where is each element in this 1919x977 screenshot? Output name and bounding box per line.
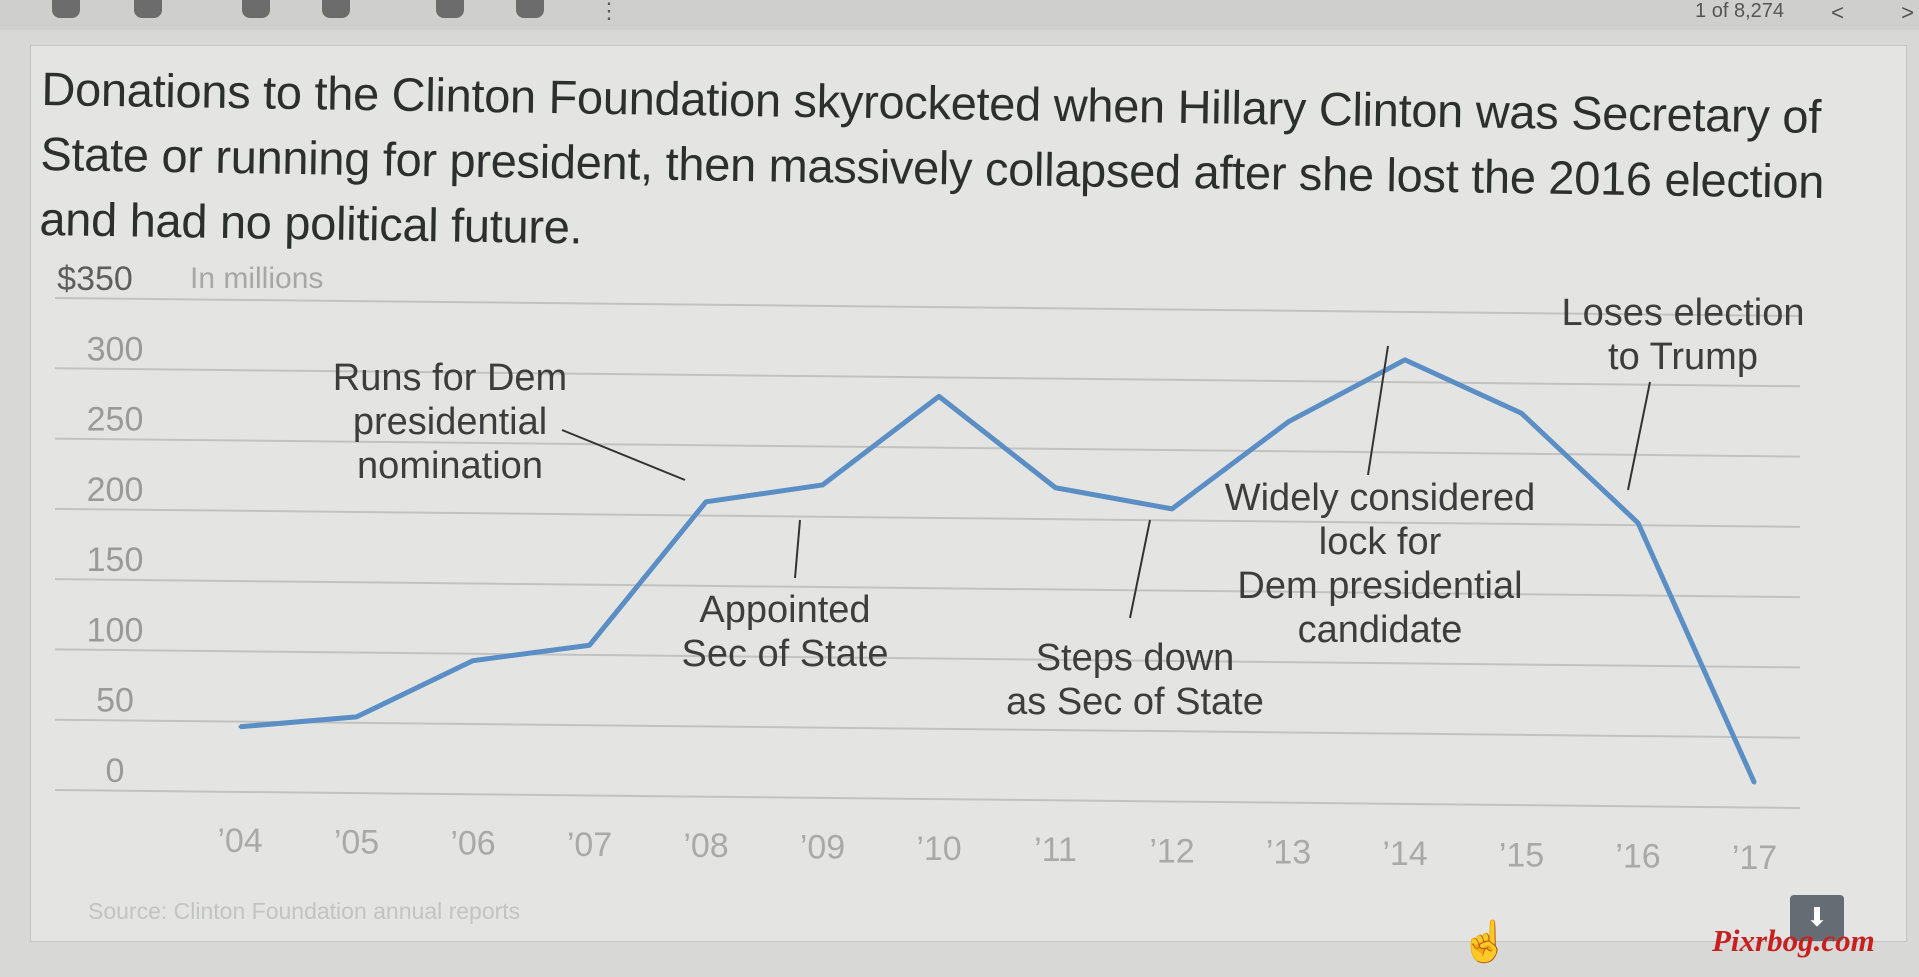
data-point [821, 483, 824, 487]
data-point [588, 643, 591, 647]
data-point [704, 500, 708, 504]
gridline [54, 367, 1801, 388]
gridline [54, 297, 1801, 317]
y-tick-label: 300 [87, 330, 144, 368]
annotation-text: Loses election [1562, 292, 1805, 334]
x-tick-label: ’09 [800, 829, 845, 867]
annotation-text: Sec of State [681, 633, 888, 675]
x-tick-label: ’11 [1034, 831, 1077, 869]
more-vert-icon[interactable]: ⋮ [598, 0, 620, 23]
annotation-leader [1129, 519, 1151, 619]
x-tick-label: ’05 [334, 823, 379, 861]
chevron-right-icon[interactable]: > [1901, 0, 1914, 25]
data-point [355, 715, 358, 719]
gridline [54, 578, 1801, 599]
clock-icon[interactable] [322, 0, 350, 18]
y-tick-label: 50 [96, 682, 134, 720]
x-tick-label: ’14 [1382, 835, 1427, 873]
download-button[interactable]: ⬇ [1790, 895, 1844, 941]
x-tick-label: ’12 [1149, 832, 1194, 870]
series-line [239, 357, 1757, 784]
y-tick-label: 200 [87, 471, 144, 509]
x-tick-label: ’17 [1732, 839, 1777, 877]
top-toolbar: ⋮ 1 of 8,274 < > [0, 0, 1919, 30]
annotation-text: Appointed [699, 589, 870, 631]
y-tick-label: 100 [87, 611, 144, 649]
annotation-text: candidate [1298, 609, 1463, 651]
data-point [238, 725, 242, 729]
annotation-leader [561, 429, 686, 481]
archive-icon[interactable] [52, 0, 80, 18]
annotation-leader [794, 519, 801, 579]
annotation-text: Dem presidential [1237, 565, 1522, 607]
message-counter: 1 of 8,274 [1695, 0, 1784, 22]
data-point [1287, 420, 1290, 424]
x-tick-label: ’16 [1615, 838, 1660, 876]
label-icon[interactable] [516, 0, 544, 18]
x-tick-label: ’06 [450, 825, 495, 863]
report-icon[interactable] [134, 0, 162, 18]
annotation-leader [1627, 381, 1651, 491]
data-point [1636, 521, 1640, 525]
annotation-leader [1367, 345, 1389, 476]
x-tick-label: ’04 [217, 822, 262, 860]
gridline [54, 718, 1801, 739]
unit-label: In millions [190, 262, 323, 295]
x-tick-label: ’10 [916, 830, 961, 868]
y-tick-label: 250 [87, 401, 144, 439]
chart-source: Source: Clinton Foundation annual report… [88, 898, 521, 924]
annotation-text: presidential [353, 401, 547, 443]
x-tick-label: ’15 [1499, 836, 1544, 874]
gridline [54, 437, 1801, 458]
data-point [1054, 486, 1057, 490]
annotation-text: nomination [357, 445, 543, 487]
annotation-text: Widely considered [1225, 477, 1535, 519]
gridline [54, 507, 1801, 528]
move-icon[interactable] [436, 0, 464, 18]
watermark: Pixrbog.com [1712, 923, 1875, 958]
annotation-text: Runs for Dem [333, 357, 567, 399]
annotation-text: lock for [1319, 521, 1442, 563]
x-tick-label: ’07 [567, 826, 612, 864]
gridline [54, 648, 1801, 669]
y-tick-label: 150 [87, 541, 144, 579]
annotation-text: Steps down [1036, 637, 1235, 679]
data-point [1753, 781, 1756, 785]
data-point [1403, 358, 1407, 362]
hand-pointer-icon: ☝ [1460, 920, 1510, 964]
data-point [1170, 507, 1174, 511]
annotation-text: as Sec of State [1006, 681, 1264, 723]
mail-icon[interactable] [242, 0, 270, 18]
y-tick-label: $350 [57, 260, 133, 298]
data-point [937, 394, 941, 398]
download-icon: ⬇ [1806, 902, 1828, 932]
data-point [1520, 411, 1523, 415]
data-point [471, 659, 475, 663]
annotation-text: to Trump [1608, 336, 1758, 378]
chevron-left-icon[interactable]: < [1831, 0, 1844, 25]
x-tick-label: ’08 [683, 827, 728, 865]
y-tick-label: 0 [106, 752, 125, 790]
x-tick-label: ’13 [1266, 834, 1311, 872]
gridline [54, 789, 1801, 809]
